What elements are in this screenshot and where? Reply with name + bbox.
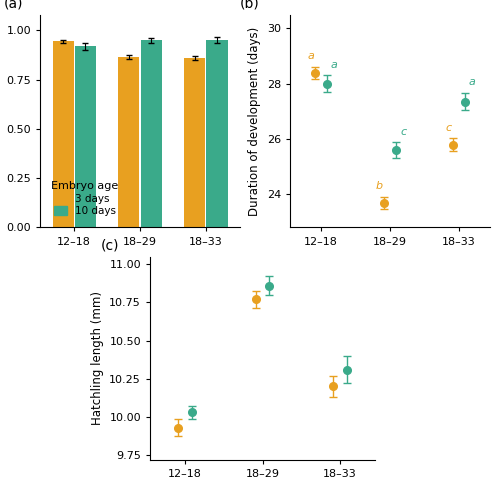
Text: c: c [446, 122, 452, 133]
Legend: 3 days, 10 days: 3 days, 10 days [49, 179, 120, 218]
Bar [52, 41, 74, 227]
Text: a: a [468, 77, 475, 87]
Text: a: a [330, 60, 338, 70]
Bar [206, 40, 228, 227]
Y-axis label: Duration of development (days): Duration of development (days) [248, 26, 261, 216]
Text: (b): (b) [240, 0, 260, 10]
Bar [140, 40, 162, 227]
Bar [75, 46, 96, 227]
Bar [118, 57, 140, 227]
Text: b: b [376, 181, 383, 191]
Text: c: c [400, 126, 406, 136]
Text: (c): (c) [100, 239, 119, 253]
Y-axis label: Hatchling length (mm): Hatchling length (mm) [90, 291, 104, 425]
Bar [184, 58, 205, 227]
Text: (a): (a) [4, 0, 24, 10]
Text: a: a [308, 51, 314, 61]
